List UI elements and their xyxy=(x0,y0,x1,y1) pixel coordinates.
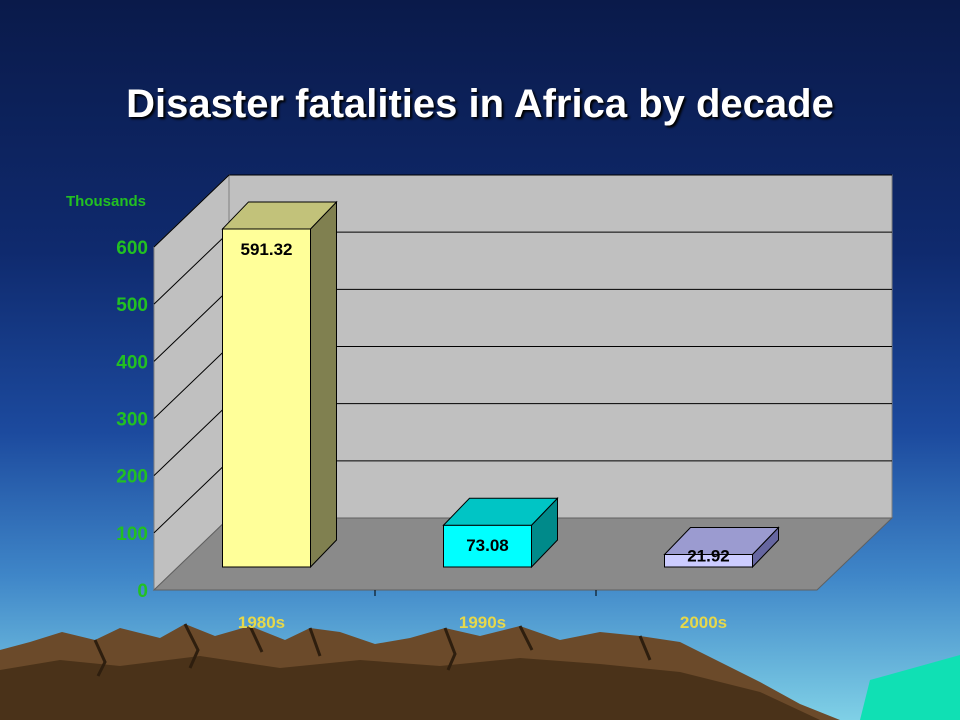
bar-front xyxy=(443,524,532,568)
bars xyxy=(221,200,780,569)
y-axis-units-label: Thousands xyxy=(66,193,147,210)
data-label: 73.08 xyxy=(466,536,509,555)
y-axis-ticks: 0 100 200 300 400 500 600 xyxy=(116,238,148,602)
bar-1990s xyxy=(442,496,559,569)
y-tick-label: 100 xyxy=(116,524,148,545)
bar-front xyxy=(222,228,311,568)
x-axis-ticks: 1980s 1990s 2000s xyxy=(238,590,727,632)
y-tick-label: 0 xyxy=(137,581,148,602)
y-tick-label: 200 xyxy=(116,467,148,488)
y-tick-label: 300 xyxy=(116,410,148,431)
x-tick-label: 2000s xyxy=(680,613,727,632)
bar-2000s xyxy=(663,526,780,569)
bar-top xyxy=(663,526,780,555)
value-labels: 591.32 73.08 21.92 xyxy=(241,240,730,566)
gridline xyxy=(153,174,892,248)
bar-1980s xyxy=(221,200,338,569)
x-tick-label: 1990s xyxy=(459,613,506,632)
mountain-decoration xyxy=(0,623,960,720)
x-tick-label: 1980s xyxy=(238,613,285,632)
y-tick-label: 600 xyxy=(116,238,148,259)
chart-title: Disaster fatalities in Africa by decade xyxy=(126,82,834,126)
bar-top xyxy=(221,201,338,230)
y-tick-label: 500 xyxy=(116,295,148,316)
bar-top xyxy=(442,497,559,526)
y-tick-label: 400 xyxy=(116,352,148,373)
bar-side xyxy=(310,200,337,569)
data-label: 591.32 xyxy=(241,240,293,259)
data-label: 21.92 xyxy=(687,546,730,565)
